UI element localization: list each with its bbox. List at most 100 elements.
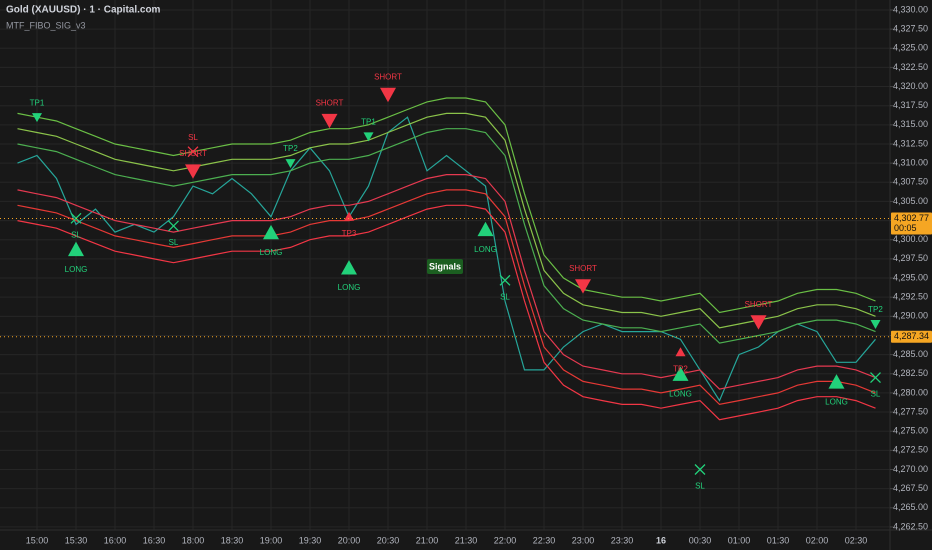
signal-label: SL — [169, 238, 179, 247]
signal-label: TP2 — [868, 305, 883, 314]
x-tick-label: 21:00 — [416, 535, 439, 545]
y-tick-label: 4,270.00 — [893, 464, 928, 474]
y-tick-label: 4,327.50 — [893, 23, 928, 33]
y-tick-label: 4,325.00 — [893, 43, 928, 53]
series-line — [17, 204, 876, 421]
y-tick-label: 4,317.50 — [893, 100, 928, 110]
y-tick-label: 4,282.50 — [893, 368, 928, 378]
chart-title: Gold (XAUUSD) · 1 · Capital.com — [6, 5, 161, 16]
signal-marker — [185, 164, 201, 179]
signal-marker — [694, 464, 706, 475]
signal-label: SHORT — [316, 98, 344, 107]
x-tick-label: 22:00 — [494, 535, 517, 545]
y-tick-label: 4,277.50 — [893, 406, 928, 416]
y-tick-label: 4,300.00 — [893, 234, 928, 244]
price-tag-label: 4,302.77 — [894, 213, 929, 223]
series-line — [17, 128, 876, 344]
y-tick-label: 4,290.00 — [893, 311, 928, 321]
signal-label: SL — [500, 292, 510, 301]
signal-marker — [363, 132, 374, 142]
signal-label: SHORT — [569, 264, 597, 273]
y-tick-label: 4,305.00 — [893, 196, 928, 206]
x-tick-label: 23:00 — [572, 535, 595, 545]
signal-marker — [187, 146, 199, 158]
x-tick-label: 22:30 — [533, 535, 556, 545]
price-tag-sub: 00:05 — [894, 223, 917, 233]
price-tag-label: 4,287.34 — [894, 331, 929, 341]
y-tick-label: 4,275.00 — [893, 426, 928, 436]
signal-label: TP3 — [342, 229, 357, 238]
signal-label: SHORT — [745, 300, 773, 309]
y-tick-label: 4,295.00 — [893, 272, 928, 282]
x-tick-label: 00:30 — [689, 535, 712, 545]
signal-marker — [499, 274, 511, 286]
y-tick-label: 4,330.00 — [893, 4, 928, 14]
signal-marker — [575, 279, 591, 294]
signal-marker — [344, 211, 354, 221]
plot-layer: LONG LONG LONG LONG LONG LONG SHORT SHORT SHORT S… — [0, 72, 890, 491]
series-line — [17, 116, 876, 402]
signal-label: SL — [71, 230, 81, 239]
signal-marker — [672, 366, 689, 381]
signal-marker — [380, 87, 396, 103]
x-tick-label: 15:30 — [65, 535, 88, 545]
series-line — [17, 112, 876, 329]
signal-marker — [750, 315, 767, 330]
y-tick-label: 4,272.50 — [893, 445, 928, 455]
x-tick-label: 02:30 — [845, 535, 868, 545]
grid-layer — [0, 0, 890, 530]
y-tick-label: 4,285.00 — [893, 349, 928, 359]
y-tick-label: 4,322.50 — [893, 62, 928, 72]
signal-label: TP1 — [30, 98, 45, 107]
signal-label: SL — [695, 482, 705, 491]
signal-marker — [32, 113, 42, 123]
signal-marker — [477, 221, 494, 237]
signal-label: SHORT — [179, 149, 207, 158]
signal-marker — [828, 374, 845, 389]
x-tick-label: 16:00 — [104, 535, 127, 545]
signal-marker — [675, 347, 686, 357]
signal-marker — [321, 113, 338, 129]
signal-label: LONG — [669, 390, 692, 399]
price-tag-bg — [891, 212, 932, 235]
x-tick-label: 20:30 — [377, 535, 400, 545]
y-tick-label: 4,297.50 — [893, 253, 928, 263]
signal-marker — [870, 372, 881, 384]
x-tick-label: 01:00 — [728, 535, 751, 545]
signal-label: LONG — [474, 245, 497, 254]
signal-label: TP2 — [673, 364, 688, 373]
x-tick-label: 19:30 — [299, 535, 322, 545]
indicator-name: MTF_FIBO_SIG_v3 — [6, 20, 86, 30]
x-tick-label: 19:00 — [260, 535, 283, 545]
signal-label: LONG — [825, 397, 848, 406]
y-tick-label: 4,315.00 — [893, 119, 928, 129]
signal-marker — [68, 241, 84, 257]
y-tick-label: 4,307.50 — [893, 177, 928, 187]
badge-bg — [427, 259, 463, 274]
signal-marker — [168, 220, 179, 232]
signal-label: LONG — [65, 265, 88, 274]
x-tick-label: 23:30 — [611, 535, 634, 545]
signal-marker — [263, 224, 279, 240]
x-tick-label: 02:00 — [806, 535, 829, 545]
signal-label: SL — [871, 390, 881, 399]
y-tick-label: 4,280.00 — [893, 387, 928, 397]
y-tick-label: 4,267.50 — [893, 483, 928, 493]
x-tick-label: 20:00 — [338, 535, 361, 545]
signal-label: SHORT — [374, 72, 402, 81]
x-tick-label: 15:00 — [26, 535, 49, 545]
signal-label: TP1 — [361, 117, 376, 126]
signals-badge: Signals — [429, 261, 461, 271]
y-tick-label: 4,320.00 — [893, 81, 928, 91]
series-line — [17, 174, 876, 390]
signal-marker — [341, 260, 357, 275]
signal-marker — [870, 319, 881, 329]
y-tick-label: 4,312.50 — [893, 138, 928, 148]
series-line — [17, 97, 876, 314]
x-tick-label: 18:30 — [221, 535, 244, 545]
signal-label: LONG — [260, 248, 283, 257]
y-tick-label: 4,265.00 — [893, 502, 928, 512]
x-tick-label: 16:30 — [143, 535, 166, 545]
